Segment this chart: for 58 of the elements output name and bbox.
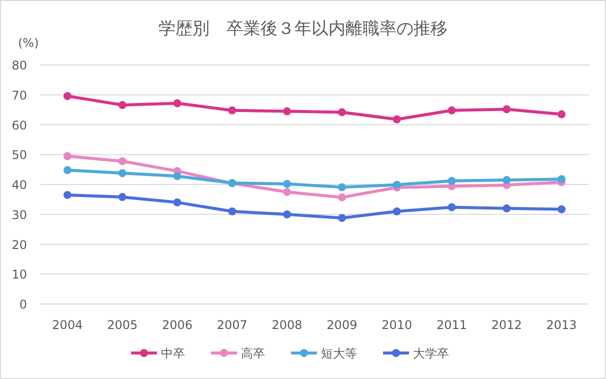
x-tick-label: 2011: [436, 318, 468, 332]
y-axis-title: (%): [18, 36, 39, 50]
point: [63, 166, 72, 174]
y-tick-label: 60: [12, 118, 27, 132]
point: [228, 106, 236, 114]
legend-label: 短大等: [321, 346, 357, 360]
x-tick-label: 2010: [382, 318, 412, 332]
x-tick-label: 2004: [52, 318, 83, 332]
x-tick-label: 2007: [216, 318, 248, 332]
chart-title: 学歴別 卒業後３年以内離職率の推移: [158, 19, 448, 39]
point: [558, 110, 566, 118]
x-tick-label: 2006: [162, 318, 193, 332]
point: [448, 176, 456, 185]
point: [283, 210, 292, 218]
point: [283, 107, 292, 116]
point: [392, 180, 401, 189]
point: [558, 205, 566, 214]
point: [448, 106, 456, 114]
x-tick-label: 2012: [491, 318, 522, 332]
y-tick-label: 20: [12, 238, 27, 252]
x-tick-label: 2005: [107, 318, 138, 332]
point: [448, 203, 456, 212]
point: [283, 180, 292, 188]
point: [63, 92, 72, 100]
point: [63, 190, 72, 199]
point: [502, 204, 511, 212]
y-tick-label: 10: [12, 268, 27, 282]
point: [502, 176, 511, 184]
y-tick-label: 50: [12, 148, 27, 162]
y-tick-label: 0: [19, 298, 27, 312]
point: [63, 152, 72, 160]
legend-label: 中卒: [161, 346, 185, 360]
y-tick-label: 30: [12, 208, 27, 222]
point: [338, 108, 346, 116]
point: [118, 101, 126, 110]
point: [228, 207, 236, 216]
point: [118, 169, 126, 178]
point: [283, 188, 292, 196]
point: [558, 175, 566, 184]
y-tick-label: 40: [12, 178, 27, 192]
point: [392, 207, 401, 216]
point: [173, 198, 182, 206]
legend-label: 大学卒: [413, 346, 449, 360]
point: [392, 115, 401, 124]
point: [173, 172, 182, 180]
point: [338, 193, 346, 202]
point: [118, 157, 126, 166]
x-tick-label: 2009: [326, 318, 358, 332]
point: [338, 214, 346, 222]
x-tick-label: 2013: [546, 318, 577, 332]
point: [173, 99, 182, 108]
x-tick-label: 2008: [272, 318, 302, 332]
y-tick-label: 70: [12, 88, 27, 102]
point: [118, 193, 126, 202]
point: [338, 183, 346, 192]
point: [502, 105, 511, 114]
legend-label: 高卒: [241, 346, 265, 360]
y-tick-label: 80: [12, 58, 27, 72]
